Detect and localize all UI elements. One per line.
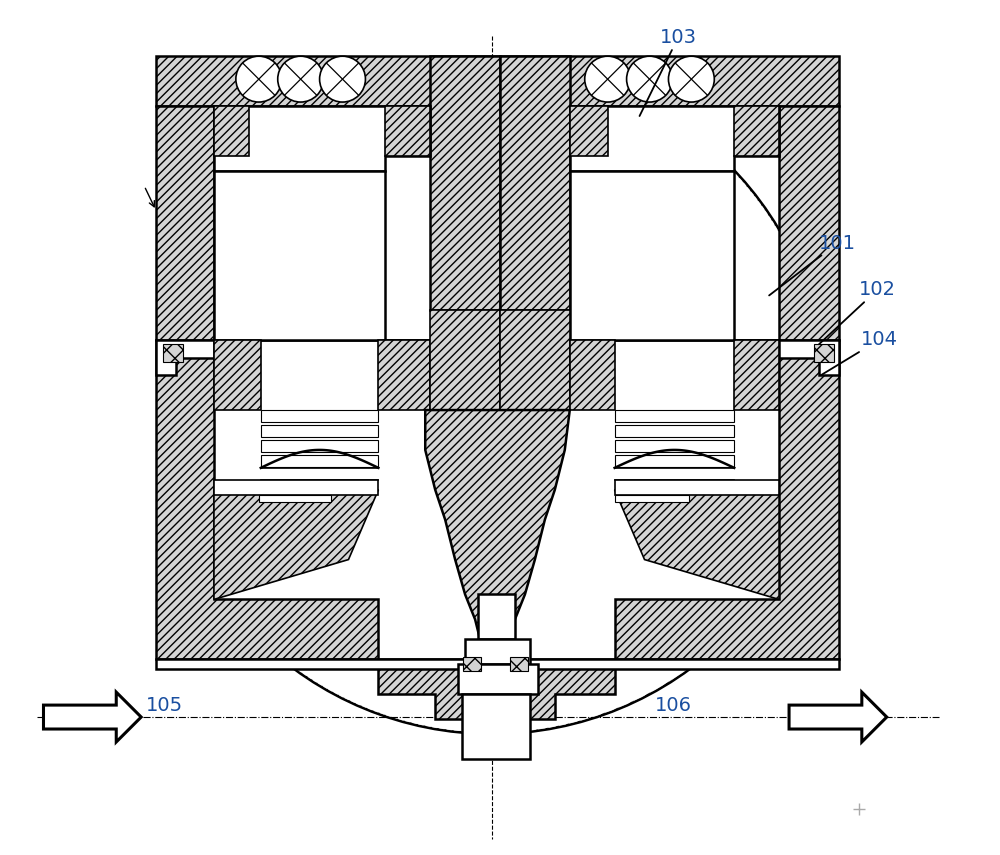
Polygon shape	[478, 594, 515, 640]
Polygon shape	[500, 310, 570, 410]
Polygon shape	[156, 340, 214, 375]
Polygon shape	[430, 56, 500, 310]
Circle shape	[160, 68, 824, 733]
Polygon shape	[214, 340, 779, 659]
Polygon shape	[458, 664, 538, 694]
Polygon shape	[570, 106, 608, 156]
Polygon shape	[385, 106, 430, 156]
Polygon shape	[615, 495, 689, 502]
Polygon shape	[156, 106, 214, 340]
Bar	[510, 657, 528, 671]
Polygon shape	[615, 410, 734, 422]
Circle shape	[585, 56, 631, 102]
Circle shape	[236, 56, 282, 102]
Polygon shape	[214, 171, 385, 340]
Polygon shape	[570, 106, 779, 171]
Circle shape	[158, 66, 826, 734]
Polygon shape	[779, 340, 839, 375]
Polygon shape	[156, 340, 839, 719]
Polygon shape	[430, 310, 500, 410]
Polygon shape	[425, 410, 570, 654]
Polygon shape	[214, 340, 261, 410]
Polygon shape	[570, 171, 734, 340]
Polygon shape	[465, 640, 530, 664]
Circle shape	[278, 56, 324, 102]
Text: 105: 105	[146, 696, 183, 715]
Polygon shape	[214, 106, 430, 171]
Polygon shape	[261, 440, 378, 452]
Polygon shape	[378, 340, 430, 410]
Polygon shape	[156, 56, 839, 106]
Polygon shape	[500, 56, 570, 310]
Bar	[163, 345, 183, 363]
Polygon shape	[214, 480, 378, 495]
Polygon shape	[615, 480, 779, 495]
Polygon shape	[570, 340, 615, 410]
Polygon shape	[214, 490, 378, 599]
Text: 101: 101	[769, 233, 856, 296]
Bar	[463, 657, 481, 671]
Polygon shape	[214, 106, 249, 156]
Text: 106: 106	[654, 696, 691, 715]
Polygon shape	[734, 106, 779, 156]
Polygon shape	[462, 694, 530, 759]
Polygon shape	[615, 490, 779, 599]
Polygon shape	[156, 659, 839, 669]
Text: 103: 103	[640, 28, 696, 116]
Polygon shape	[261, 425, 378, 437]
Polygon shape	[779, 106, 839, 340]
Polygon shape	[43, 693, 141, 742]
Polygon shape	[615, 440, 734, 452]
Polygon shape	[734, 340, 779, 410]
Polygon shape	[261, 410, 378, 422]
Polygon shape	[261, 455, 378, 467]
Bar	[814, 345, 834, 363]
Circle shape	[668, 56, 714, 102]
Polygon shape	[615, 455, 734, 467]
Circle shape	[627, 56, 672, 102]
Text: 104: 104	[821, 330, 898, 375]
Polygon shape	[259, 495, 331, 502]
Polygon shape	[615, 425, 734, 437]
Text: 102: 102	[819, 280, 896, 345]
Polygon shape	[789, 693, 887, 742]
Circle shape	[320, 56, 365, 102]
